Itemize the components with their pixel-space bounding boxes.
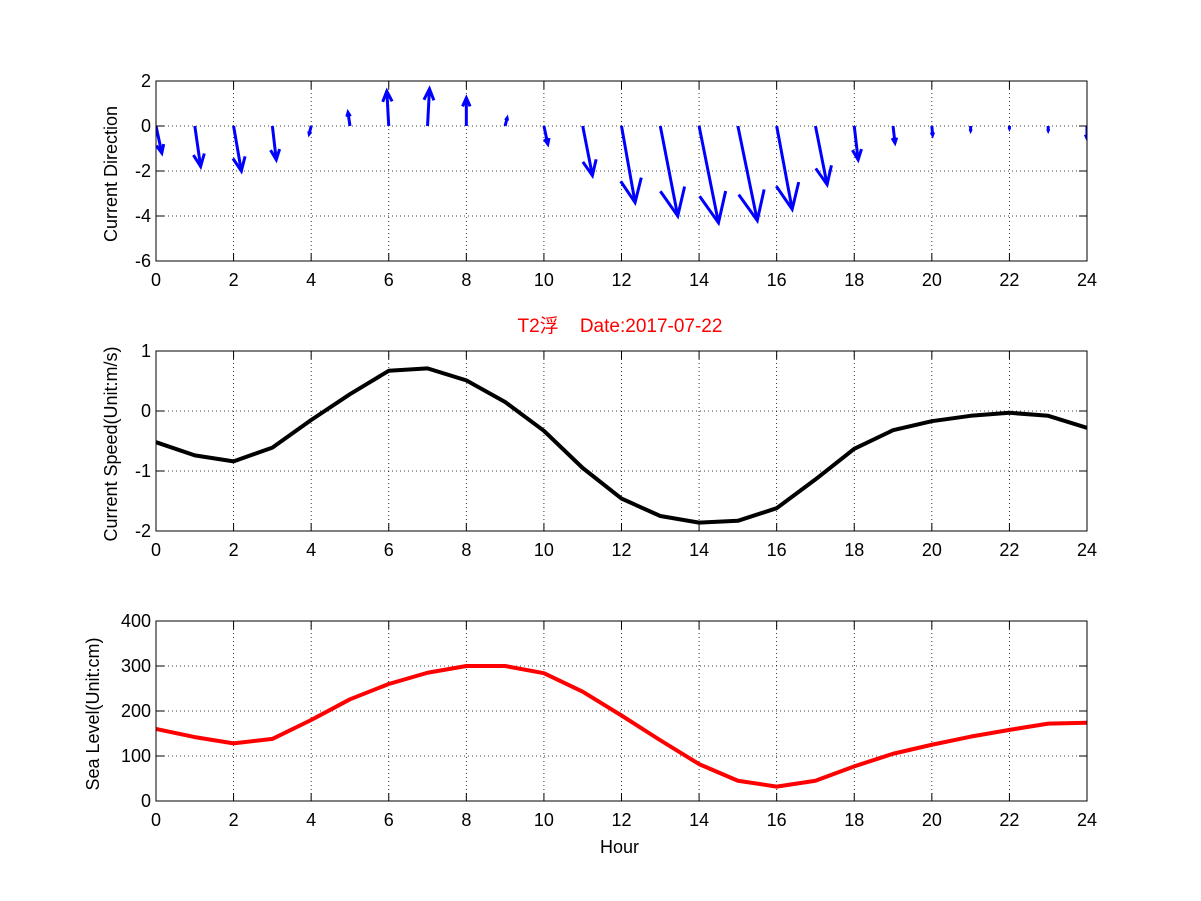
current-speed-marks — [156, 366, 1087, 525]
sea-level-y-axis-label: Sea Level(Unit:cm) — [83, 637, 103, 790]
current-speed-x-tick-label: 18 — [844, 540, 864, 560]
current-speed-x-tick-label: 0 — [151, 540, 161, 560]
current-direction-x-tick-label: 16 — [767, 270, 787, 290]
direction-arrow — [1046, 126, 1051, 135]
sea-level-y-tick-label: 0 — [141, 791, 151, 811]
direction-arrow — [890, 125, 899, 147]
sea-level-plot-area — [156, 621, 1087, 801]
current-speed-series-line — [156, 366, 1087, 525]
current-direction-plot-area — [156, 81, 1087, 261]
current-direction-x-tick-label: 14 — [689, 270, 709, 290]
direction-arrow — [697, 125, 728, 227]
sea-level-x-tick-label: 4 — [306, 810, 316, 830]
sea-level-x-tick-label: 16 — [767, 810, 787, 830]
current-speed-x-tick-label: 6 — [384, 540, 394, 560]
current-speed-x-tick-label: 12 — [611, 540, 631, 560]
direction-arrow — [269, 125, 282, 164]
sea-level-x-tick-label: 24 — [1077, 810, 1097, 830]
current-speed-y-tick-label: -1 — [135, 461, 151, 481]
current-direction-y-tick-label: -4 — [135, 206, 151, 226]
sea-level-x-tick-label: 12 — [611, 810, 631, 830]
current-direction-x-tick-label: 6 — [384, 270, 394, 290]
direction-arrow — [542, 125, 551, 148]
current-direction-x-tick-label: 24 — [1077, 270, 1097, 290]
current-direction-y-tick-label: -2 — [135, 161, 151, 181]
direction-arrow — [307, 125, 313, 138]
sea-level-x-tick-label: 14 — [689, 810, 709, 830]
direction-arrow — [503, 114, 510, 127]
direction-arrow — [231, 125, 247, 175]
sea-level-x-tick-label: 6 — [384, 810, 394, 830]
sea-level-x-tick-label: 22 — [999, 810, 1019, 830]
direction-arrow — [1083, 126, 1087, 143]
current-speed-x-tick-label: 16 — [767, 540, 787, 560]
figure-title: T2浮 Date:2017-07-22 — [518, 315, 723, 337]
sea-level-x-tick-label: 2 — [229, 810, 239, 830]
current-speed-x-tick-label: 4 — [306, 540, 316, 560]
sea-level-series-line — [156, 664, 1087, 789]
direction-arrow — [192, 125, 206, 171]
direction-arrow — [581, 125, 598, 180]
sea-level-x-tick-label: 20 — [922, 810, 942, 830]
direction-arrow — [929, 125, 936, 139]
current-speed-x-tick-label: 22 — [999, 540, 1019, 560]
direction-arrow — [461, 94, 472, 126]
direction-arrow — [658, 125, 687, 220]
sea-level-x-tick-label: 18 — [844, 810, 864, 830]
current-direction-x-tick-label: 18 — [844, 270, 864, 290]
sea-level-y-tick-label: 400 — [121, 611, 151, 631]
current-direction-x-tick-label: 8 — [461, 270, 471, 290]
direction-arrow — [851, 125, 863, 164]
sea-level-x-tick-label: 8 — [461, 810, 471, 830]
direction-arrow — [813, 125, 833, 189]
current-direction-y-tick-label: 2 — [141, 71, 151, 91]
direction-arrow — [968, 126, 973, 135]
current-direction-y-tick-label: -6 — [135, 251, 151, 271]
current-direction-x-tick-label: 12 — [611, 270, 631, 290]
current-speed-x-tick-label: 14 — [689, 540, 709, 560]
direction-arrow — [1007, 126, 1012, 132]
current-speed-y-tick-label: 1 — [141, 341, 151, 361]
direction-arrow — [736, 125, 766, 225]
current-speed-y-tick-label: 0 — [141, 401, 151, 421]
current-speed-x-tick-label: 2 — [229, 540, 239, 560]
direction-arrow — [345, 108, 352, 127]
current-speed-x-tick-label: 24 — [1077, 540, 1097, 560]
current-direction-y-axis-label: Current Direction — [101, 106, 121, 242]
direction-arrow — [775, 125, 801, 213]
current-direction-x-tick-label: 2 — [229, 270, 239, 290]
current-direction-marks — [156, 85, 1087, 227]
current-speed-plot-area — [156, 351, 1087, 531]
sea-level-x-axis-label: Hour — [600, 837, 639, 857]
direction-arrow — [422, 85, 436, 127]
sea-level-marks — [156, 664, 1087, 789]
current-speed-x-tick-label: 10 — [534, 540, 554, 560]
current-direction-x-tick-label: 10 — [534, 270, 554, 290]
current-speed-y-tick-label: -2 — [135, 521, 151, 541]
current-direction-y-tick-label: 0 — [141, 116, 151, 136]
current-speed-x-tick-label: 20 — [922, 540, 942, 560]
current-speed-y-axis-label: Current Speed(Unit:m/s) — [101, 346, 121, 541]
current-speed-x-tick-label: 8 — [461, 540, 471, 560]
current-direction-x-tick-label: 22 — [999, 270, 1019, 290]
current-direction-x-tick-label: 4 — [306, 270, 316, 290]
direction-arrow — [156, 125, 166, 157]
sea-level-x-tick-label: 0 — [151, 810, 161, 830]
current-direction-x-tick-label: 20 — [922, 270, 942, 290]
sea-level-y-tick-label: 100 — [121, 746, 151, 766]
sea-level-x-tick-label: 10 — [534, 810, 554, 830]
current-direction-x-tick-label: 0 — [151, 270, 161, 290]
sea-level-y-tick-label: 200 — [121, 701, 151, 721]
direction-arrow — [619, 125, 643, 207]
sea-level-y-tick-label: 300 — [121, 656, 151, 676]
direction-arrow — [381, 87, 394, 127]
